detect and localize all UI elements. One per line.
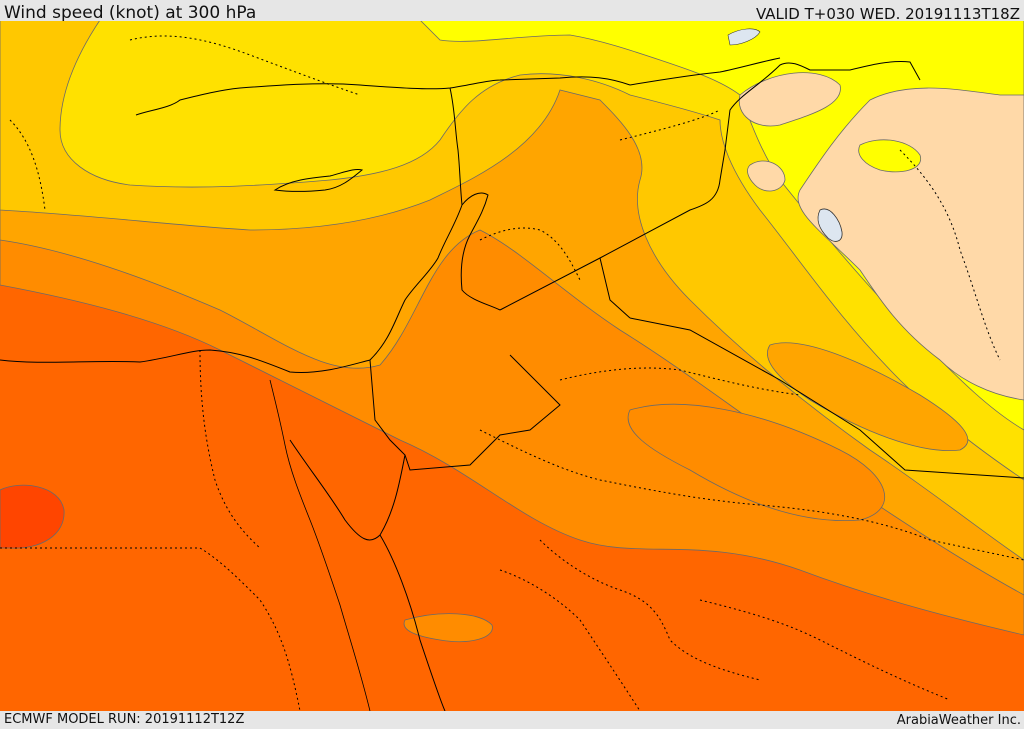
cyprus-outline xyxy=(273,169,364,192)
nile-river xyxy=(269,379,371,711)
wind-speed-map xyxy=(0,21,1024,711)
map-title: Wind speed (knot) at 300 hPa xyxy=(4,3,257,23)
credit-label: ArabiaWeather Inc. xyxy=(896,713,1021,728)
footer-bar: ECMWF MODEL RUN: 20191112T12Z ArabiaWeat… xyxy=(0,711,1024,729)
province-borders xyxy=(0,35,1024,711)
map-canvas xyxy=(0,21,1024,711)
model-run-label: ECMWF MODEL RUN: 20191112T12Z xyxy=(4,712,245,727)
yellow-island xyxy=(858,139,921,173)
header-bar: Wind speed (knot) at 300 hPa VALID T+030… xyxy=(0,0,1024,23)
jet-patch-east xyxy=(627,403,886,522)
calm-area-iran xyxy=(797,87,1024,401)
calm-area-small xyxy=(747,160,786,192)
valid-time-label: VALID T+030 WED. 20191113T18Z xyxy=(755,5,1020,23)
country-borders xyxy=(0,57,1024,711)
lake-urmia xyxy=(817,208,843,242)
jet-patch-south xyxy=(403,613,493,643)
calm-area-north xyxy=(738,72,841,127)
lake-van xyxy=(727,28,761,46)
